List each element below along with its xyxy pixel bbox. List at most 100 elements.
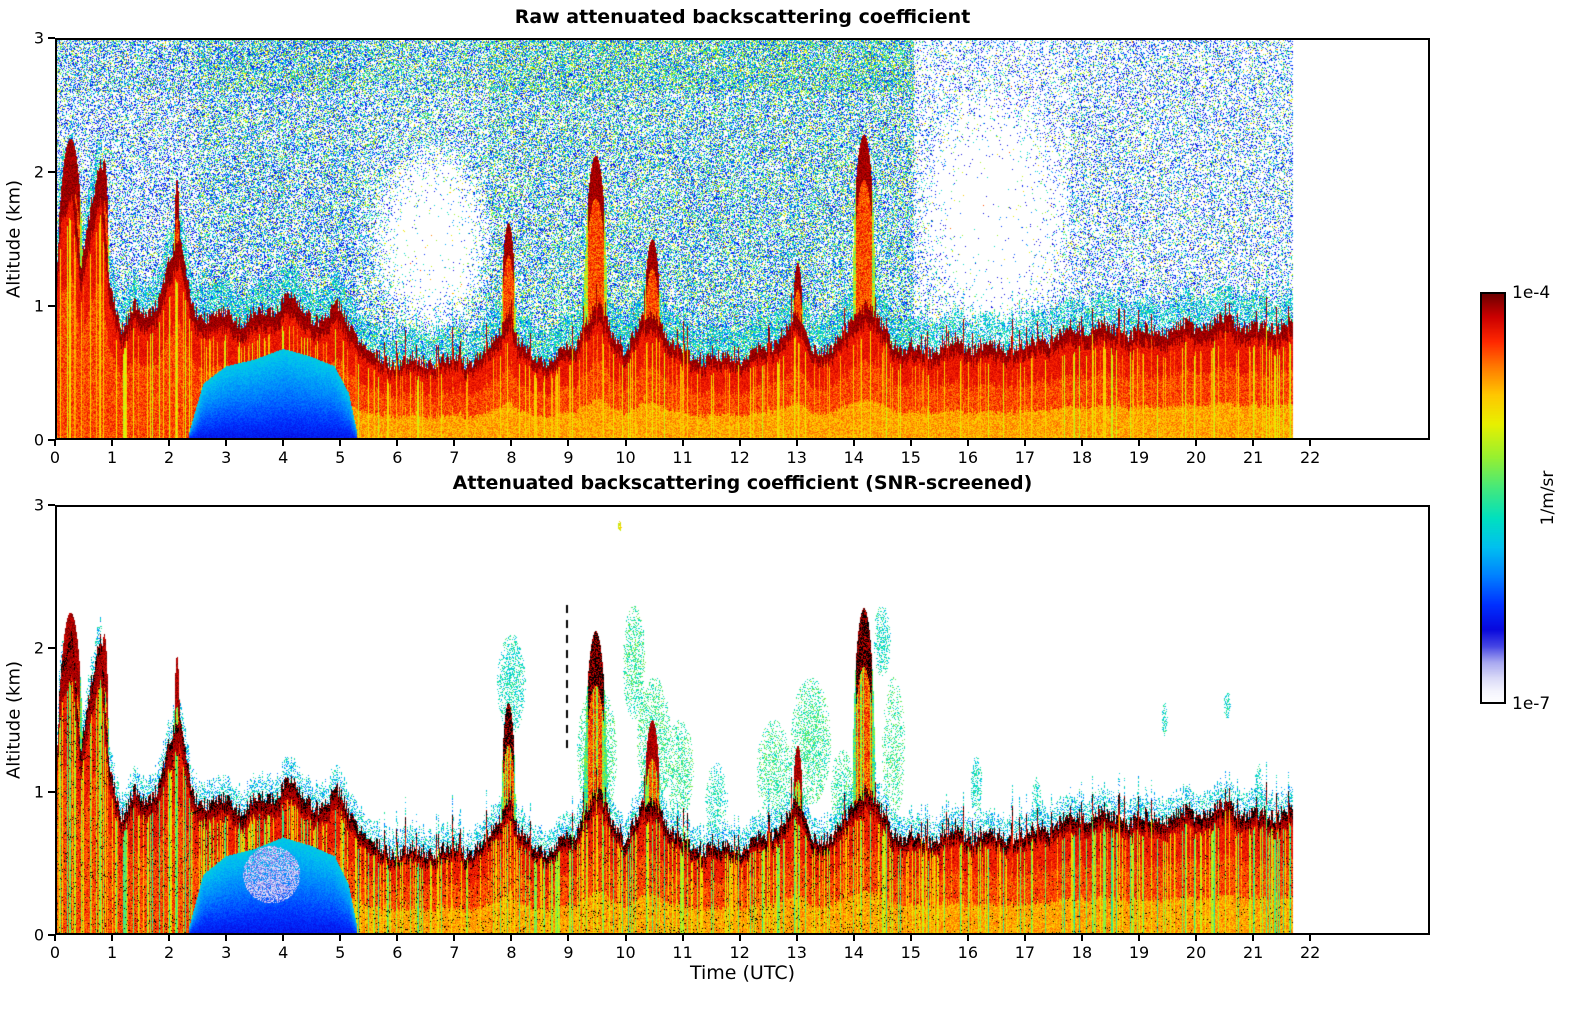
x-tick-label: 21 [1242,943,1264,962]
y-tick-label: 2 [33,162,44,182]
y-tick-label: 0 [33,430,44,450]
x-tick-label: 19 [1128,448,1150,467]
x-tick [54,440,56,446]
y-tick-label: 0 [33,925,44,945]
x-tick-label: 3 [221,448,232,467]
x-tick-label: 20 [1185,943,1207,962]
x-tick-label: 3 [221,943,232,962]
x-tick-label: 20 [1185,448,1207,467]
x-tick [510,440,513,446]
x-tick-label: 7 [449,448,460,467]
x-tick-label: 11 [672,943,693,962]
x-tick [168,440,171,446]
x-tick-label: 8 [506,943,517,962]
x-tick [1252,440,1255,446]
x-tick [453,935,456,941]
x-tick-label: 4 [278,943,289,962]
colorbar-units-label: 1/m/sr [1538,470,1558,526]
x-tick-label: 12 [729,448,750,467]
x-tick [1080,935,1083,941]
x-tick [852,440,855,446]
x-tick-label: 17 [1014,448,1036,467]
x-tick [111,440,114,446]
x-tick-label: 16 [957,943,979,962]
x-tick [54,935,56,941]
x-tick [795,935,798,941]
x-tick [339,935,342,941]
x-tick [738,935,741,941]
top-y-axis-label: Altitude (km) [3,179,25,299]
x-tick-label: 10 [615,448,636,467]
x-tick [681,935,684,941]
x-tick [966,440,969,446]
x-tick-label: 1 [106,448,118,467]
y-tick [48,171,55,173]
x-tick [681,440,684,446]
x-tick [1080,440,1083,446]
bottom-y-axis-label: Altitude (km) [3,660,25,780]
x-tick-label: 5 [335,943,346,962]
x-tick [1023,440,1026,446]
x-tick-label: 7 [449,943,460,962]
y-tick [48,504,55,506]
x-tick-label: 6 [392,943,403,962]
y-tick-label: 1 [33,296,44,316]
x-tick-label: 14 [843,943,864,962]
x-tick-label: 2 [164,943,175,962]
x-tick [453,440,456,446]
y-tick-label: 3 [33,495,44,515]
x-tick-label: 18 [1071,448,1093,467]
x-tick [909,935,912,941]
colorbar-gradient [1480,292,1506,704]
x-tick-label: 18 [1071,943,1093,962]
x-tick-label: 4 [278,448,289,467]
x-tick [225,440,228,446]
x-tick-label: 12 [729,943,750,962]
x-tick [1309,440,1312,446]
x-tick [1023,935,1026,941]
x-tick [282,935,285,941]
colorbar-min-label: 1e-7 [1512,694,1551,714]
y-tick [48,439,55,441]
x-tick [1138,440,1141,446]
x-tick-label: 22 [1299,943,1321,962]
x-tick [282,440,285,446]
x-tick-label: 1 [106,943,118,962]
screened-backscatter-heatmap [55,505,1430,935]
x-tick-label: 19 [1128,943,1150,962]
colorbar-max-label: 1e-4 [1512,283,1551,303]
x-tick [852,935,855,941]
x-tick-label: 2 [164,448,175,467]
x-tick [396,935,399,941]
x-tick [1138,935,1141,941]
x-tick-label: 21 [1242,448,1264,467]
x-tick [624,440,627,446]
y-tick [48,647,55,650]
x-tick-label: 8 [506,448,517,467]
y-tick-label: 1 [33,782,44,802]
x-tick-label: 10 [615,943,636,962]
x-tick [1195,935,1198,941]
x-tick-label: 0 [49,943,61,962]
x-tick [1195,440,1198,446]
x-tick-label: 6 [392,448,403,467]
x-tick-label: 13 [786,448,807,467]
x-tick-label: 0 [49,448,61,467]
x-tick [966,935,969,941]
y-tick [48,790,55,793]
x-tick [510,935,513,941]
x-tick [567,440,570,446]
x-tick [225,935,228,941]
x-tick-label: 9 [563,943,574,962]
x-tick [1309,935,1312,941]
x-tick [738,440,741,446]
x-tick-label: 15 [900,448,921,467]
x-tick-label: 11 [672,448,693,467]
x-tick [1252,935,1255,941]
x-tick [111,935,114,941]
x-tick [396,440,399,446]
x-tick [624,935,627,941]
x-tick-label: 22 [1299,448,1321,467]
x-tick [795,440,798,446]
